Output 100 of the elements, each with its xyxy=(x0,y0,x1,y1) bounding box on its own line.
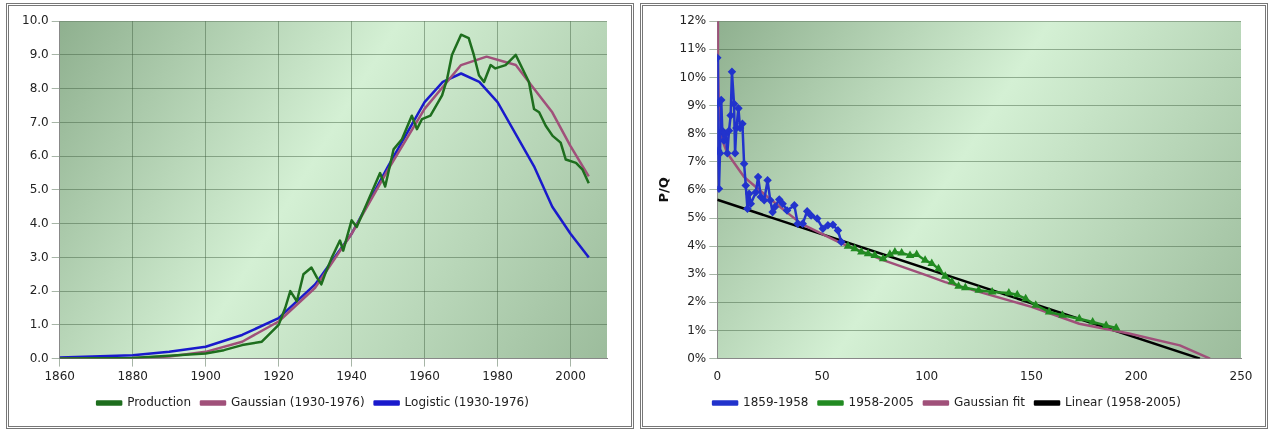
point xyxy=(734,104,743,113)
point xyxy=(921,256,929,263)
point xyxy=(837,238,846,246)
point xyxy=(975,286,983,293)
point xyxy=(738,120,747,128)
x-tick-label: 1860 xyxy=(44,368,75,383)
point xyxy=(783,206,791,215)
x-tick-label: 250 xyxy=(1229,368,1253,383)
point xyxy=(742,181,750,190)
point xyxy=(879,255,887,262)
x-tick-label: 100 xyxy=(915,368,939,383)
y-tick-label: 6% xyxy=(687,182,707,197)
y-tick-label: 0% xyxy=(687,350,707,365)
legend-label: Linear (1958-2005) xyxy=(1065,395,1181,410)
x-tick-label: 1900 xyxy=(190,368,221,383)
y-tick-label: 2.0 xyxy=(29,283,49,298)
y-tick-label: 5.0 xyxy=(29,182,49,197)
y-tick-label: 1% xyxy=(687,322,707,337)
y-tick-label: 12% xyxy=(679,13,707,28)
point xyxy=(790,201,799,210)
point xyxy=(745,190,753,198)
point xyxy=(824,221,832,230)
y-tick-label: 4.0 xyxy=(29,215,49,230)
y-tick-label: 1.0 xyxy=(29,316,49,331)
point xyxy=(726,111,735,120)
legend-label: 1958-2005 xyxy=(848,395,914,410)
y-tick-label: 2% xyxy=(687,294,707,309)
point xyxy=(941,272,949,279)
point xyxy=(829,221,837,229)
point xyxy=(834,226,842,235)
point xyxy=(871,251,879,258)
x-tick-label: 0 xyxy=(713,368,722,383)
y-tick-label: 10% xyxy=(679,69,707,84)
x-tick-label: 1980 xyxy=(482,368,513,383)
y-tick-label: 7.0 xyxy=(29,114,49,129)
y-tick-label: 3.0 xyxy=(29,249,49,264)
y-tick-label: 5% xyxy=(687,210,707,225)
y-tick-label: 0.0 xyxy=(29,350,49,365)
point xyxy=(898,249,906,256)
point xyxy=(731,149,739,158)
legend-label: Production xyxy=(127,395,191,410)
point xyxy=(857,248,865,255)
point xyxy=(961,284,969,291)
x-tick-label: 1940 xyxy=(336,368,367,383)
point xyxy=(740,160,748,168)
point xyxy=(757,193,765,201)
y-tick-label: 11% xyxy=(679,41,707,56)
point xyxy=(728,68,736,76)
y-tick-label: 9.0 xyxy=(29,47,49,62)
point xyxy=(1089,318,1097,325)
point xyxy=(906,251,914,258)
x-tick-label: 150 xyxy=(1020,368,1043,383)
point xyxy=(913,250,921,258)
legend-label: Gaussian (1930-1976) xyxy=(230,395,365,410)
x-tick-label: 200 xyxy=(1124,368,1148,383)
x-tick-label: 1960 xyxy=(409,368,440,383)
x-tick-label: 1880 xyxy=(117,368,148,383)
y-tick-label: 4% xyxy=(687,238,707,253)
point xyxy=(771,203,779,211)
y-tick-label: 8% xyxy=(687,125,707,140)
point xyxy=(793,219,802,228)
point xyxy=(813,214,821,223)
point xyxy=(928,259,936,267)
point xyxy=(717,185,723,193)
point xyxy=(1022,294,1030,302)
point xyxy=(717,96,725,104)
point xyxy=(955,282,963,289)
y-axis-title: P/Q xyxy=(656,177,672,203)
point xyxy=(819,224,827,233)
point xyxy=(778,199,787,208)
point xyxy=(1102,321,1110,328)
point xyxy=(988,288,996,295)
x-tick-label: 2000 xyxy=(555,368,586,383)
point xyxy=(754,173,762,181)
y-tick-label: 6.0 xyxy=(29,148,49,163)
y-tick-label: 9% xyxy=(687,97,707,112)
point xyxy=(752,188,760,196)
point xyxy=(775,195,784,204)
point xyxy=(760,196,768,205)
y-tick-label: 7% xyxy=(687,153,707,168)
legend-label: Logistic (1930-1976) xyxy=(404,395,529,410)
y-tick-label: 8.0 xyxy=(29,80,49,95)
point xyxy=(891,248,899,255)
legend-label: Gaussian fit xyxy=(953,395,1026,410)
x-tick-label: 1920 xyxy=(263,368,294,383)
point xyxy=(1005,289,1013,296)
point xyxy=(844,242,852,249)
point xyxy=(1059,311,1066,318)
legend-label: 1859-1958 xyxy=(743,395,809,410)
y-tick-label: 3% xyxy=(687,266,707,281)
point xyxy=(1112,324,1120,331)
point xyxy=(935,264,942,272)
point xyxy=(851,244,859,252)
point xyxy=(1032,301,1040,308)
x-tick-label: 50 xyxy=(814,368,830,383)
point xyxy=(723,149,732,158)
point xyxy=(807,211,815,220)
point xyxy=(725,127,733,135)
point xyxy=(803,207,811,216)
point xyxy=(1075,314,1083,322)
